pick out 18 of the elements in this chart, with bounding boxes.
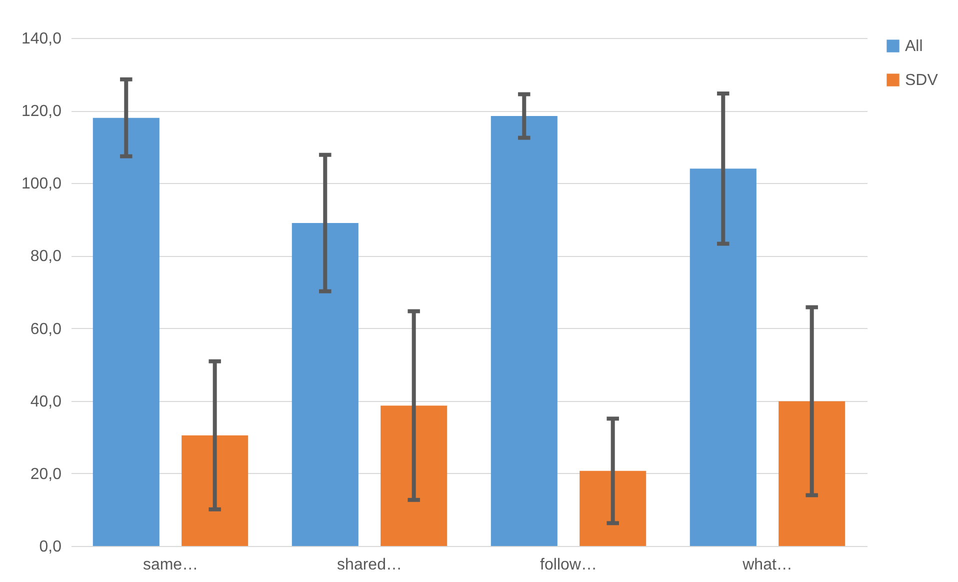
bar <box>690 168 756 546</box>
y-tick-label: 80,0 <box>30 248 62 266</box>
y-tick-label: 0,0 <box>39 538 62 556</box>
x-tick-label: same… <box>142 556 198 574</box>
x-tick-label: follow… <box>540 556 597 574</box>
bar <box>292 223 358 546</box>
y-tick-label: 100,0 <box>21 176 62 193</box>
y-tick-label: 40,0 <box>30 393 62 410</box>
x-tick-label: shared… <box>337 556 402 574</box>
y-tick-label: 140,0 <box>21 30 62 48</box>
x-tick-label: what… <box>742 556 792 574</box>
y-tick-label: 60,0 <box>30 320 62 338</box>
bar <box>92 118 160 546</box>
legend-label: SDV <box>905 72 938 89</box>
bar <box>490 116 558 546</box>
legend-label: All <box>905 38 923 55</box>
y-tick-label: 20,0 <box>30 466 62 483</box>
y-tick-label: 120,0 <box>21 103 62 120</box>
